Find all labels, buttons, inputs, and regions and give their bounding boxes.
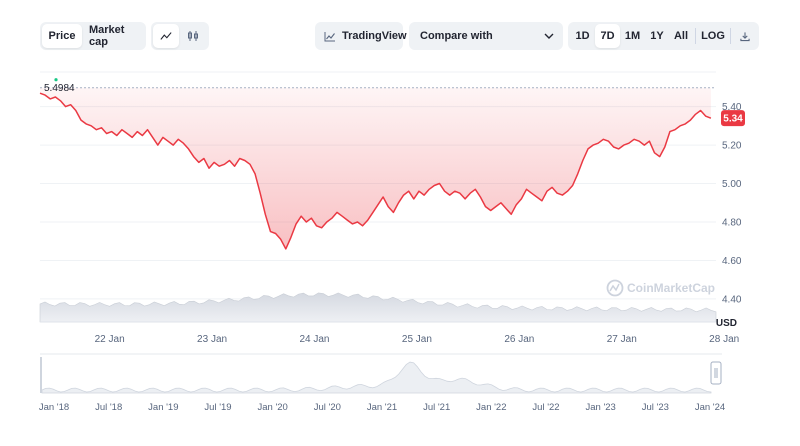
range-1m[interactable]: 1M — [624, 30, 641, 42]
price-area-fill — [40, 87, 711, 249]
open-price-marker — [54, 78, 58, 82]
navigator-history-area — [41, 361, 712, 394]
compare-with-label: Compare with — [420, 30, 493, 42]
navigator-tick-label: Jul '18 — [95, 402, 122, 413]
tradingview-label: TradingView — [342, 30, 407, 42]
navigator-tick-label: Jul '22 — [532, 402, 559, 413]
navigator-tick-label: Jan '23 — [585, 402, 615, 413]
current-price-badge-bg — [721, 110, 745, 127]
y-tick-label: 4.40 — [722, 294, 742, 305]
navigator-axis-ticks: Jan '18 Jul '18 Jan '19 Jul '19 Jan '20 Jul '… — [39, 402, 725, 413]
x-tick-label: 26 Jan — [504, 334, 534, 345]
range-divider — [695, 28, 696, 44]
y-axis-ticks: 4.40 4.60 4.80 5.00 5.20 5.40 — [722, 102, 742, 305]
coinmarketcap-watermark: CoinMarketCap — [606, 279, 715, 297]
volume-area — [39, 292, 717, 323]
line-chart-icon[interactable] — [153, 24, 179, 48]
current-price-label: 5.34 — [723, 114, 743, 125]
x-tick-label: 22 Jan — [95, 334, 125, 345]
range-1y[interactable]: 1Y — [650, 30, 664, 42]
navigator-tick-label: Jul '19 — [204, 402, 231, 413]
navigator-handle[interactable] — [710, 361, 722, 385]
log-divider — [730, 28, 731, 44]
current-price-badge: 5.34 — [721, 110, 745, 127]
y-tick-label: 5.20 — [722, 141, 742, 152]
navigator-left-edge — [40, 357, 42, 393]
tradingview-chart-icon — [324, 31, 336, 42]
open-price-label: 5.4984 — [44, 83, 75, 94]
watermark-text: CoinMarketCap — [627, 281, 715, 295]
price-marketcap-toggle: Price Market cap — [40, 22, 146, 50]
price-line — [39, 92, 712, 250]
log-scale-toggle[interactable]: LOG — [701, 30, 725, 42]
candlestick-chart-icon[interactable] — [179, 24, 207, 48]
navigator-tick-label: Jul '21 — [423, 402, 450, 413]
navigator-tick-label: Jan '20 — [257, 402, 287, 413]
range-navigator[interactable] — [40, 357, 722, 394]
navigator-tick-label: Jan '24 — [695, 402, 725, 413]
time-range-selector: 1D 7D 1M 1Y All LOG — [568, 22, 759, 50]
chart-toolbar: Price Market cap TradingView Compare wit… — [0, 22, 800, 50]
y-axis-unit: USD — [716, 318, 737, 329]
y-tick-label: 4.60 — [722, 256, 742, 267]
tradingview-button[interactable]: TradingView — [315, 22, 407, 50]
market-cap-tab[interactable]: Market cap — [89, 24, 125, 48]
navigator-tick-label: Jan '19 — [148, 402, 178, 413]
compare-with-select[interactable]: Compare with — [409, 22, 563, 50]
download-icon[interactable] — [733, 24, 757, 48]
coinmarketcap-logo-icon — [606, 279, 624, 297]
range-7d[interactable]: 7D — [595, 24, 620, 48]
range-1d[interactable]: 1D — [575, 30, 590, 42]
navigator-tick-label: Jan '18 — [39, 402, 69, 413]
navigator-tick-label: Jan '21 — [367, 402, 397, 413]
price-tab[interactable]: Price — [42, 24, 82, 48]
x-tick-label: 24 Jan — [299, 334, 329, 345]
x-tick-label: 27 Jan — [607, 334, 637, 345]
range-all[interactable]: All — [673, 30, 689, 42]
x-axis-ticks: 22 Jan 23 Jan 24 Jan 25 Jan 26 Jan 27 Jan 28 J… — [95, 334, 740, 345]
navigator-tick-label: Jan '22 — [476, 402, 506, 413]
chart-style-toggle — [151, 22, 209, 50]
x-tick-label: 23 Jan — [197, 334, 227, 345]
y-tick-label: 5.40 — [722, 102, 742, 113]
navigator-tick-label: Jul '20 — [314, 402, 341, 413]
y-tick-label: 4.80 — [722, 218, 742, 229]
x-tick-label: 25 Jan — [402, 334, 432, 345]
chevron-down-icon — [544, 33, 554, 39]
navigator-tick-label: Jul '23 — [642, 402, 669, 413]
x-tick-label: 28 Jan — [709, 334, 739, 345]
y-tick-label: 5.00 — [722, 179, 742, 190]
